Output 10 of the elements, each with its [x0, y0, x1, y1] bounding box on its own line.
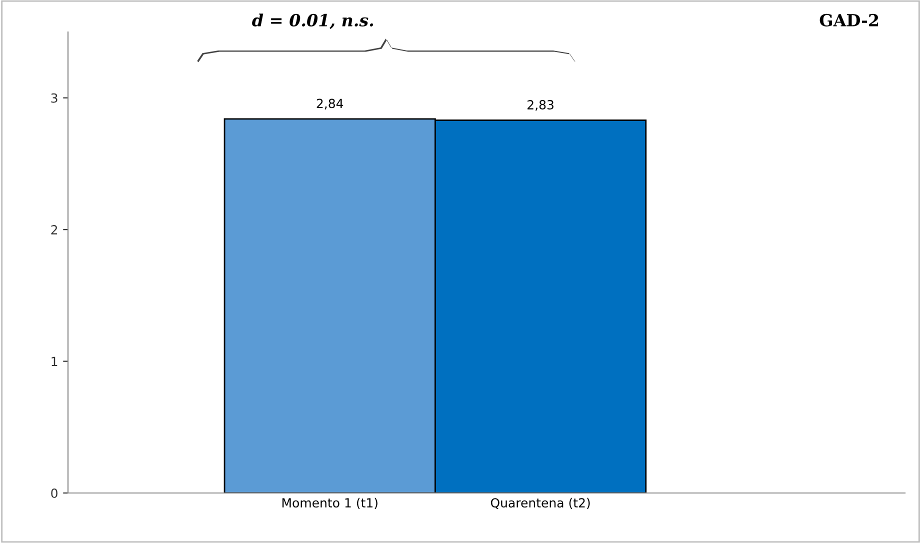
y-tick-label: 0 — [51, 488, 58, 498]
y-tick-label: 3 — [51, 93, 58, 103]
text: GAD-2 — [820, 14, 878, 26]
y-tick-label: 2 — [51, 225, 58, 234]
x-tick-label: Momento 1 (t1) — [282, 498, 378, 510]
data-label: 2,84 — [316, 98, 344, 110]
y-tick-label: 1 — [52, 356, 58, 366]
text: d = 0.01, n.s. — [252, 14, 374, 29]
x-tick-label: Quarentena (t2) — [490, 498, 590, 510]
data-label: 2,83 — [528, 100, 554, 111]
